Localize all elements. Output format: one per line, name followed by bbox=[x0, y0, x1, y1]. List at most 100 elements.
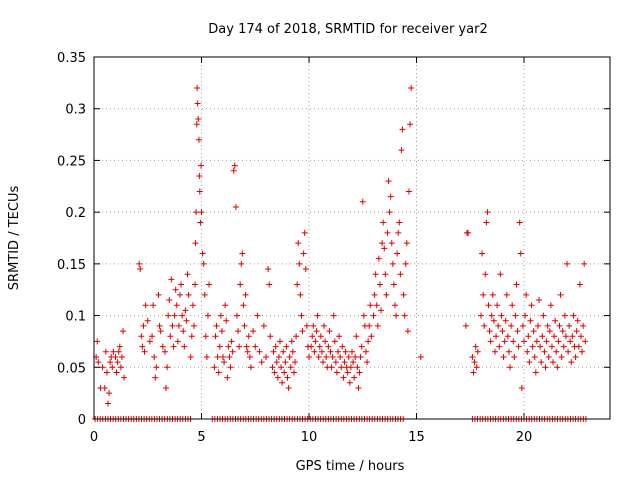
data-point bbox=[399, 126, 406, 133]
data-point bbox=[481, 322, 488, 329]
data-point bbox=[489, 291, 496, 298]
data-point bbox=[180, 328, 187, 335]
data-point bbox=[174, 338, 181, 345]
data-point bbox=[110, 348, 117, 355]
data-point bbox=[297, 291, 304, 298]
data-point bbox=[505, 348, 512, 355]
data-point bbox=[402, 260, 409, 267]
data-point bbox=[326, 328, 333, 335]
data-point bbox=[199, 250, 206, 257]
data-point bbox=[159, 343, 166, 350]
data-point bbox=[273, 359, 280, 366]
data-point bbox=[511, 353, 518, 360]
data-point bbox=[574, 317, 581, 324]
data-point bbox=[183, 317, 190, 324]
data-point bbox=[341, 359, 348, 366]
data-point bbox=[347, 364, 354, 371]
data-point bbox=[479, 250, 486, 257]
data-point bbox=[383, 291, 390, 298]
data-point bbox=[198, 209, 205, 216]
data-point bbox=[239, 250, 246, 257]
data-point bbox=[274, 374, 281, 381]
data-point bbox=[550, 359, 557, 366]
data-point bbox=[543, 338, 550, 345]
data-point bbox=[417, 353, 424, 360]
data-point bbox=[516, 219, 523, 226]
y-tick-label: 0.15 bbox=[57, 258, 86, 273]
data-point bbox=[491, 348, 498, 355]
data-point bbox=[355, 384, 362, 391]
data-point bbox=[115, 348, 122, 355]
data-point bbox=[280, 348, 287, 355]
data-point bbox=[358, 343, 365, 350]
data-point bbox=[519, 322, 526, 329]
data-point bbox=[120, 328, 127, 335]
data-point bbox=[503, 291, 510, 298]
data-point bbox=[164, 364, 171, 371]
data-point bbox=[548, 343, 555, 350]
data-point bbox=[246, 353, 253, 360]
data-point bbox=[484, 209, 491, 216]
data-point bbox=[151, 353, 158, 360]
data-point bbox=[374, 322, 381, 329]
data-point bbox=[498, 312, 505, 319]
data-point bbox=[478, 312, 484, 319]
data-point bbox=[308, 343, 315, 350]
data-point bbox=[367, 302, 374, 309]
data-point bbox=[532, 369, 539, 376]
data-point bbox=[513, 281, 520, 288]
data-point bbox=[499, 328, 506, 335]
data-point bbox=[201, 291, 208, 298]
data-point bbox=[260, 322, 267, 329]
data-point bbox=[315, 353, 322, 360]
data-point bbox=[403, 240, 410, 247]
data-point bbox=[114, 359, 121, 366]
data-point bbox=[317, 333, 324, 340]
data-point bbox=[561, 312, 568, 319]
data-point bbox=[223, 317, 230, 324]
data-point bbox=[568, 359, 575, 366]
data-point bbox=[310, 322, 317, 329]
data-point bbox=[263, 353, 269, 360]
data-point bbox=[528, 302, 535, 309]
data-point bbox=[562, 333, 569, 340]
data-point bbox=[283, 343, 290, 350]
data-point bbox=[104, 400, 111, 407]
data-point bbox=[381, 245, 388, 252]
data-point bbox=[181, 343, 188, 350]
data-point bbox=[350, 359, 357, 366]
data-point bbox=[328, 364, 335, 371]
chart-title: Day 174 of 2018, SRMTID for receiver yar… bbox=[208, 22, 487, 37]
x-axis-title: GPS time / hours bbox=[296, 459, 405, 474]
data-point bbox=[386, 209, 393, 216]
data-point bbox=[192, 240, 199, 247]
y-tick-label: 0.35 bbox=[57, 51, 86, 66]
data-point bbox=[400, 291, 407, 298]
data-point bbox=[332, 359, 339, 366]
data-point bbox=[236, 343, 243, 350]
data-point bbox=[555, 338, 562, 345]
data-point bbox=[303, 322, 310, 329]
data-point bbox=[480, 291, 487, 298]
data-point bbox=[118, 353, 125, 360]
data-point bbox=[300, 250, 307, 257]
data-point bbox=[193, 209, 200, 216]
data-point bbox=[392, 302, 398, 309]
data-point bbox=[237, 281, 244, 288]
data-point bbox=[106, 390, 113, 397]
data-point bbox=[576, 281, 583, 288]
data-point bbox=[524, 348, 531, 355]
data-point bbox=[296, 260, 303, 267]
data-point bbox=[553, 348, 560, 355]
data-point bbox=[536, 297, 543, 304]
plot-frame bbox=[93, 56, 611, 420]
data-point bbox=[269, 364, 276, 371]
y-tick-label: 0.3 bbox=[65, 103, 86, 118]
data-point bbox=[204, 312, 211, 319]
x-tick-label: 15 bbox=[408, 430, 425, 445]
data-point bbox=[541, 348, 548, 355]
data-point bbox=[340, 374, 347, 381]
data-point bbox=[390, 281, 397, 288]
data-point bbox=[309, 333, 316, 340]
data-point bbox=[245, 333, 252, 340]
